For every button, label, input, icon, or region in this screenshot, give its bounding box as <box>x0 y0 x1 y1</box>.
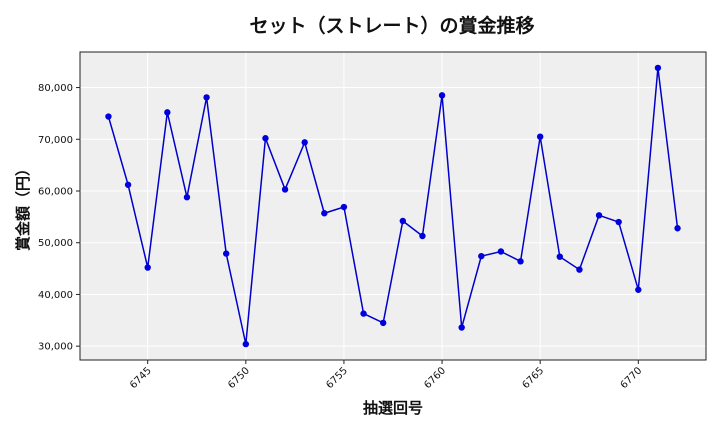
data-point <box>105 113 112 120</box>
x-tick-label: 6745 <box>128 365 154 391</box>
data-point <box>595 212 603 219</box>
data-point <box>262 135 269 142</box>
y-axis: 30,000 40,000 50,000 60,000 70,000 80,000 <box>38 83 80 353</box>
data-point <box>321 210 328 217</box>
data-point <box>242 340 250 348</box>
x-axis: 6745 6750 6755 6760 6765 6770 <box>128 360 644 391</box>
grid-lines <box>80 52 706 360</box>
data-points <box>105 64 681 348</box>
data-point <box>164 109 171 116</box>
y-tick-label: 50,000 <box>38 238 73 249</box>
x-tick-label: 6765 <box>521 365 547 391</box>
data-point <box>654 64 662 72</box>
data-point <box>223 250 230 257</box>
data-point <box>281 186 289 193</box>
data-point <box>340 203 348 211</box>
plot-area <box>80 52 706 360</box>
data-point <box>556 253 563 260</box>
series-line <box>107 67 679 345</box>
data-point <box>635 286 642 293</box>
chart-title: セット（ストレート）の賞金推移 <box>249 14 534 37</box>
data-point <box>124 181 132 188</box>
plot-frame <box>79 51 707 361</box>
data-point <box>517 258 524 265</box>
y-axis-label: 賞金額（円） <box>14 161 32 251</box>
data-point <box>438 92 446 99</box>
data-point <box>144 264 151 271</box>
y-tick-label: 40,000 <box>38 290 73 301</box>
data-point <box>536 133 544 140</box>
data-point <box>576 266 583 273</box>
data-point <box>674 225 681 232</box>
data-point <box>419 232 426 240</box>
y-tick-label: 60,000 <box>38 187 73 198</box>
x-tick-label: 6750 <box>226 365 252 391</box>
x-tick-label: 6755 <box>324 365 350 391</box>
data-point <box>497 248 505 255</box>
data-point <box>360 310 367 317</box>
data-point <box>615 218 622 226</box>
y-tick-label: 70,000 <box>38 135 73 146</box>
data-point <box>379 319 387 327</box>
x-tick-label: 6760 <box>422 365 448 391</box>
data-point <box>478 252 485 260</box>
y-tick-label: 80,000 <box>38 83 73 94</box>
data-point <box>301 139 308 146</box>
data-point <box>458 324 465 331</box>
data-point <box>203 94 210 101</box>
x-axis-label: 抽選回号 <box>363 399 423 417</box>
y-tick-label: 30,000 <box>38 342 73 353</box>
data-point <box>399 217 407 225</box>
x-tick-label: 6770 <box>619 365 645 391</box>
data-point <box>183 194 191 201</box>
